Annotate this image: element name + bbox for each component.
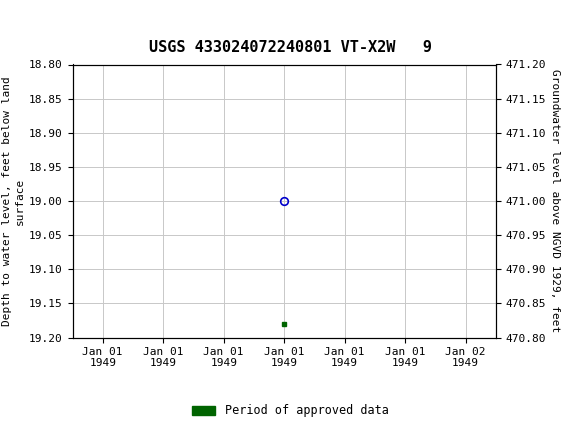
Text: ≡USGS: ≡USGS — [3, 11, 95, 34]
Y-axis label: Groundwater level above NGVD 1929, feet: Groundwater level above NGVD 1929, feet — [550, 69, 560, 333]
Legend: Period of approved data: Period of approved data — [187, 399, 393, 422]
Y-axis label: Depth to water level, feet below land
surface: Depth to water level, feet below land su… — [2, 76, 25, 326]
Text: USGS 433024072240801 VT-X2W   9: USGS 433024072240801 VT-X2W 9 — [148, 40, 432, 55]
